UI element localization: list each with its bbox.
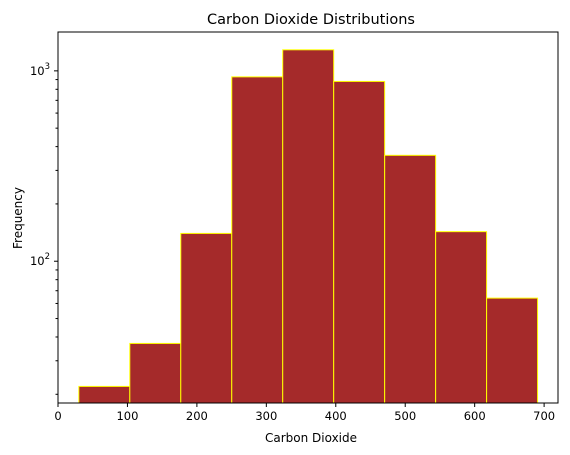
x-tick-label: 700 (533, 409, 555, 423)
bars-group (78, 49, 539, 404)
histogram-bar (384, 154, 437, 404)
x-tick-label: 300 (255, 409, 277, 423)
y-tick-label: 103 (30, 62, 50, 78)
chart-title: Carbon Dioxide Distributions (207, 12, 415, 28)
histogram-bar (180, 232, 233, 404)
x-tick-label: 600 (464, 409, 486, 423)
y-axis-label: Frequency (11, 187, 25, 249)
x-axis-ticks: 0 100 200 300 400 500 600 700 (54, 403, 555, 423)
y-tick-label: 102 (30, 252, 50, 268)
histogram-bar (486, 297, 539, 404)
x-axis-label: Carbon Dioxide (265, 431, 357, 445)
x-tick-label: 400 (325, 409, 347, 423)
histogram-bar (129, 342, 182, 404)
y-axis-ticks: 102 103 (30, 62, 58, 395)
x-tick-label: 100 (116, 409, 138, 423)
x-tick-label: 500 (394, 409, 416, 423)
histogram-bar (333, 80, 386, 404)
histogram-bar (231, 76, 284, 404)
histogram-bar (282, 49, 335, 404)
plot-frame (57, 31, 559, 404)
histogram-bar (78, 385, 131, 404)
histogram-bar (435, 231, 488, 404)
x-tick-label: 0 (54, 409, 61, 423)
x-tick-label: 200 (186, 409, 208, 423)
